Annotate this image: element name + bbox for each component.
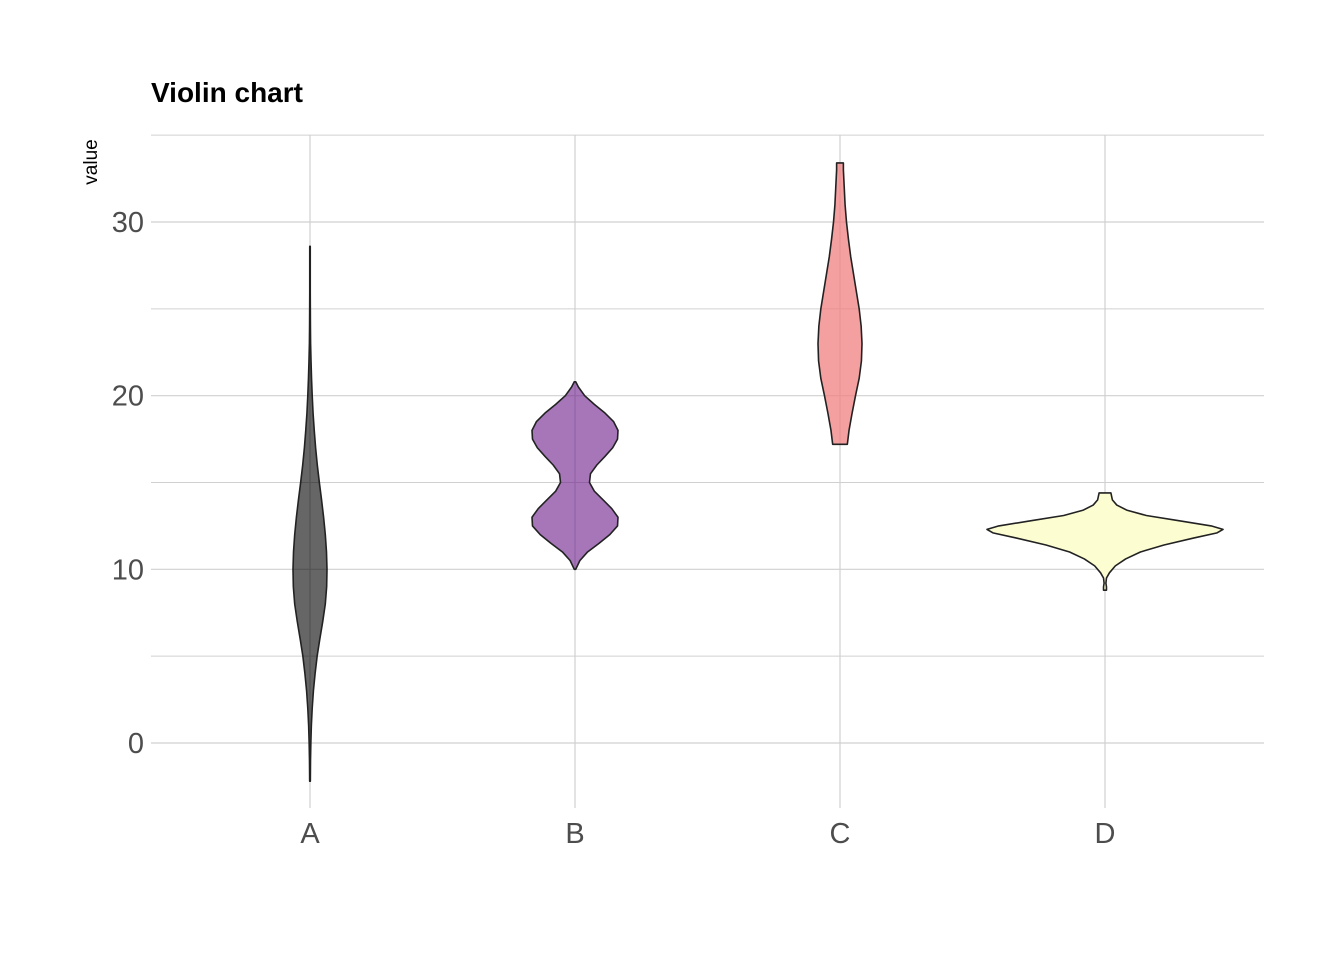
chart-title: Violin chart — [151, 77, 303, 108]
x-tick-label: A — [300, 818, 320, 850]
violin-d — [986, 492, 1224, 591]
y-tick-label: 0 — [128, 728, 144, 760]
x-tick-labels: A B C D — [300, 818, 1115, 850]
y-tick-label: 20 — [112, 381, 144, 413]
x-tick-label: B — [565, 818, 584, 850]
y-tick-label: 10 — [112, 554, 144, 586]
x-tick-label: D — [1095, 818, 1116, 850]
y-tick-labels: 0 10 20 30 — [112, 207, 144, 760]
x-tick-label: C — [830, 818, 851, 850]
violin-c — [817, 162, 863, 446]
y-axis-label: value — [81, 139, 102, 184]
violin-b — [531, 380, 619, 571]
y-tick-label: 30 — [112, 207, 144, 239]
violin-layer — [292, 162, 1224, 783]
violin-a — [292, 245, 328, 783]
